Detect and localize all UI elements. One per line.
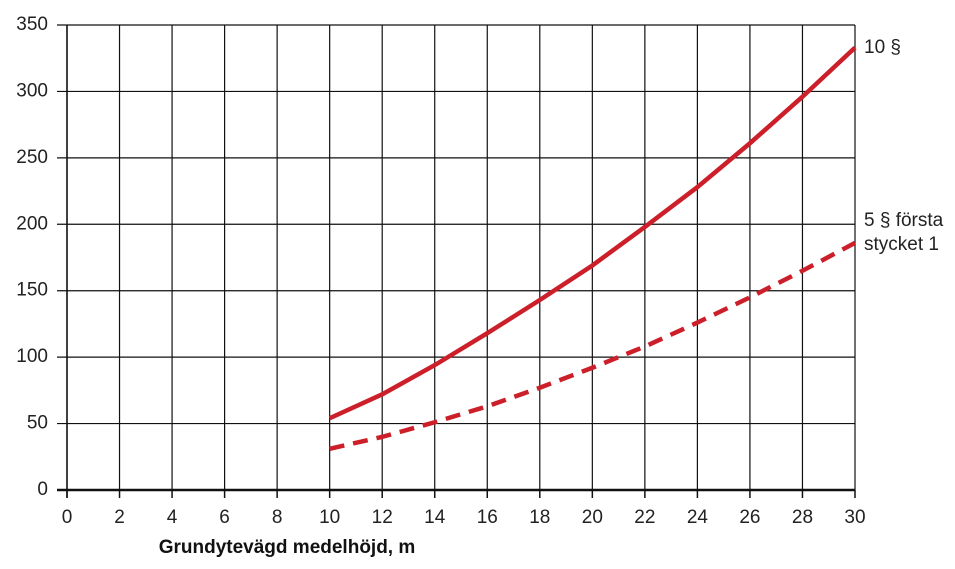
- y-tick-label: 200: [16, 213, 48, 234]
- x-tick-label: 24: [687, 507, 709, 528]
- x-tick-label: 10: [319, 507, 340, 528]
- x-tick-label: 8: [272, 507, 283, 528]
- x-tick-label: 0: [62, 507, 73, 528]
- x-tick-label: 12: [372, 507, 393, 528]
- series-label: 10 §: [864, 36, 901, 58]
- y-tick-label: 50: [27, 413, 48, 434]
- x-tick-label: 2: [114, 507, 125, 528]
- x-tick-label: 28: [792, 507, 813, 528]
- y-tick-label: 350: [16, 14, 48, 35]
- x-tick-label: 22: [634, 507, 655, 528]
- y-tick-label: 150: [16, 280, 48, 301]
- x-tick-label: 14: [424, 507, 446, 528]
- series-label: 5 § första stycket 1: [864, 209, 944, 255]
- x-tick-label: 30: [844, 507, 865, 528]
- y-tick-label: 250: [16, 147, 48, 168]
- series-line: [329, 240, 857, 452]
- series-line: [328, 45, 857, 421]
- y-tick-label: 300: [16, 80, 48, 101]
- x-tick-label: 20: [582, 507, 603, 528]
- x-tick-label: 6: [219, 507, 230, 528]
- y-tick-label: 0: [37, 479, 48, 500]
- x-axis-label: Grundytevägd medelhöjd, m: [158, 537, 416, 558]
- x-tick-label: 18: [529, 507, 550, 528]
- y-tick-label: 100: [16, 346, 48, 367]
- x-tick-label: 16: [477, 507, 498, 528]
- x-tick-label: 26: [739, 507, 760, 528]
- x-tick-label: 4: [167, 507, 178, 528]
